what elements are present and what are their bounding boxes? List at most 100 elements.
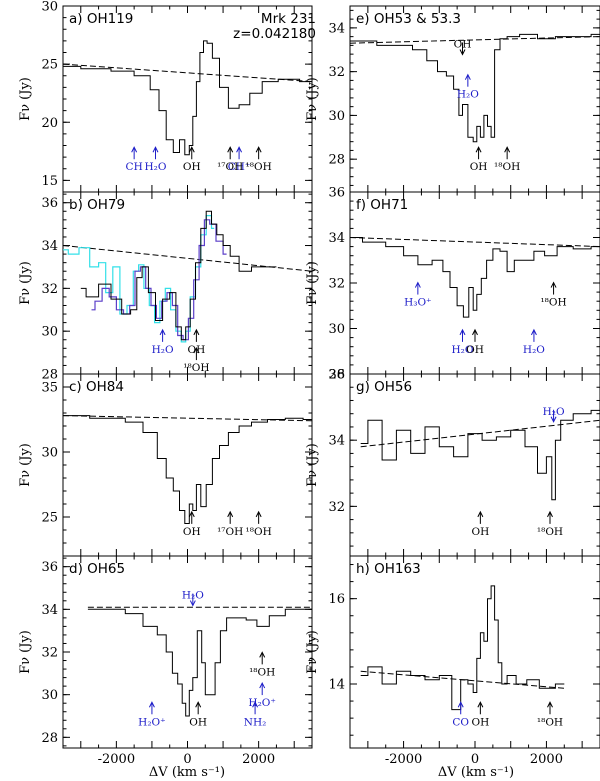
spectrum-line: [63, 415, 312, 524]
line-annotation: OH: [466, 328, 484, 356]
line-annotation: ¹⁸OH: [183, 346, 209, 374]
x-tick-label: -2000: [98, 752, 135, 767]
line-annotation: H₂O: [523, 328, 545, 356]
annotation-label: ¹⁷OH: [217, 161, 243, 173]
annotation-label: CH: [126, 161, 143, 173]
line-annotation: OH: [471, 510, 489, 538]
line-annotation: OH: [454, 38, 471, 56]
annotation-label: H₂O: [543, 406, 565, 418]
continuum-line: [349, 36, 600, 44]
line-annotation: ¹⁷OH: [217, 510, 243, 538]
annotation-arrowhead: [255, 146, 262, 153]
y-tick-label: 15: [41, 174, 58, 189]
annotation-label: NH₂: [244, 716, 267, 728]
y-tick-label: 36: [41, 560, 58, 575]
y-tick-label: 14: [328, 678, 345, 693]
panel-a: 15 20 25 30 Fν (Jy) a) OH119 CH H₂O OH CH⁺¹⁷OH ¹⁸O…: [18, 0, 313, 193]
y-tick-label: 30: [41, 446, 58, 461]
line-annotation: H₂O: [452, 328, 474, 356]
annotation-arrowhead: [159, 328, 166, 336]
annotation-arrowhead: [195, 701, 202, 708]
annotation-arrowhead: [459, 328, 466, 336]
annotation-label: H₂O: [457, 89, 479, 101]
y-axis-label: Fν (Jy): [305, 630, 320, 674]
annotation-label: H₂O⁺: [138, 716, 166, 728]
panel-title: d) OH65: [69, 561, 125, 577]
annotation-arrowhead: [148, 701, 155, 708]
annotation-arrowhead: [255, 510, 262, 518]
annotation-arrowhead: [189, 600, 196, 607]
annotation-arrowhead: [188, 146, 195, 153]
x-axis-label-right: ΔV (km s⁻¹): [438, 765, 514, 780]
y-tick-label: 34: [328, 21, 345, 36]
annotation-arrowhead: [547, 701, 553, 708]
line-annotation: H₂O: [543, 406, 565, 423]
model-purple-line: [91, 219, 227, 341]
y-axis-label: Fν (Jy): [305, 77, 320, 121]
y-tick-label: 32: [328, 65, 345, 80]
annotation-label: OH: [183, 161, 201, 173]
continuum-line: [62, 63, 313, 83]
annotation-label: H₂O: [523, 344, 545, 356]
panel-frame: [62, 555, 313, 749]
panel-title: b) OH79: [69, 197, 125, 213]
annotation-label: ¹⁸OH: [540, 297, 566, 309]
x-tick-label: 2000: [530, 752, 563, 767]
line-annotation: CH: [126, 146, 143, 173]
y-tick-label: 32: [41, 646, 58, 661]
y-tick-label: 28: [41, 368, 58, 383]
annotation-label: CO: [452, 716, 469, 728]
line-annotation: OH: [470, 146, 487, 173]
y-tick-label: 32: [328, 500, 345, 515]
line-annotation: ¹⁸OH: [246, 146, 272, 173]
panel-title: e) OH53 & 53.3: [356, 11, 461, 27]
line-annotation: ¹⁸OH: [537, 510, 563, 538]
annotation-arrowhead: [193, 346, 200, 354]
y-tick-label: 36: [41, 196, 58, 211]
line-annotation: ¹⁸OH: [246, 510, 272, 538]
annotation-arrowhead: [464, 73, 471, 80]
y-axis-label: Fν (Jy): [18, 77, 33, 121]
line-annotation: H₂O: [457, 73, 479, 101]
y-tick-label: 25: [41, 511, 58, 526]
line-annotation: ¹⁸OH: [540, 281, 567, 309]
spectrum-line: [360, 585, 565, 711]
panel-title: g) OH56: [356, 379, 412, 395]
line-annotation: OH: [183, 510, 201, 538]
spectrum-line: [350, 237, 600, 318]
annotation-arrowhead: [504, 146, 511, 153]
spectrum-line: [80, 210, 277, 341]
panel-h: 14 16 -2000 0 2000 Fν (Jy) h) OH163 CO OH ¹⁸OH: [305, 555, 600, 767]
y-axis-label: Fν (Jy): [18, 261, 33, 305]
line-annotation: ¹⁷OH: [217, 146, 243, 173]
spectrum-line: [350, 33, 600, 143]
y-tick-label: 20: [41, 116, 58, 131]
line-annotation: ¹⁸OH: [537, 701, 563, 728]
annotation-arrowhead: [152, 146, 159, 153]
annotation-arrowhead: [259, 651, 266, 658]
annotation-arrowhead: [259, 681, 266, 689]
annotation-label: ¹⁸OH: [537, 526, 563, 538]
line-annotation: H₃O⁺: [404, 281, 432, 309]
annotation-arrowhead: [131, 146, 138, 153]
annotation-label: H₃O⁺: [404, 297, 432, 309]
y-tick-label: 32: [41, 282, 58, 297]
y-axis-label: Fν (Jy): [305, 261, 320, 305]
annotation-arrowhead: [193, 328, 200, 336]
annotation-arrowhead: [477, 510, 484, 518]
y-tick-label: 36: [328, 186, 345, 201]
panel-g: 32 34 36 Fν (Jy) g) OH56 H₂O OH ¹⁸OH: [305, 368, 600, 557]
y-axis-label: Fν (Jy): [305, 443, 320, 487]
annotation-arrowhead: [414, 281, 421, 288]
annotation-arrowhead: [530, 328, 537, 336]
annotation-label: ¹⁸OH: [494, 161, 520, 173]
annotation-label: H₂O: [144, 161, 166, 173]
line-annotation: CH⁺: [228, 146, 250, 173]
y-tick-label: 28: [41, 731, 58, 746]
spectrum-line: [63, 40, 312, 156]
annotation-arrowhead: [188, 510, 195, 518]
y-tick-label: 32: [328, 277, 345, 292]
